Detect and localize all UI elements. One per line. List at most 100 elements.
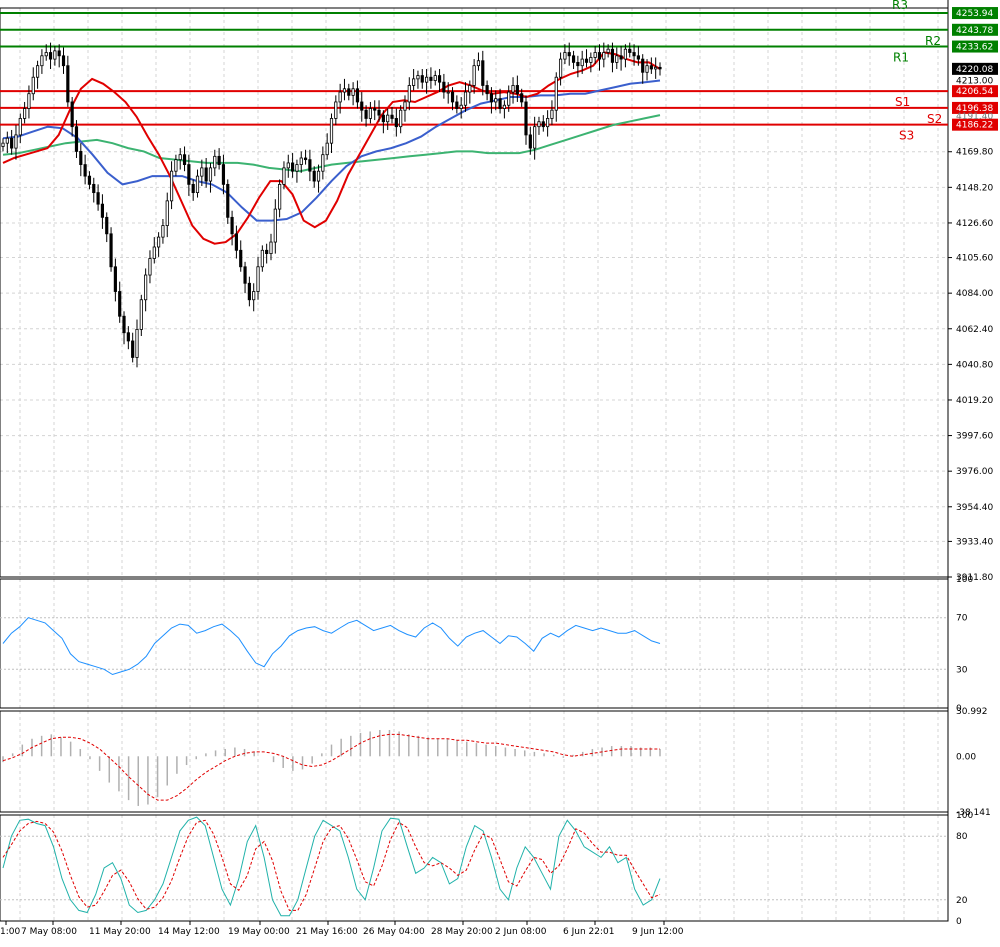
candle-body [274, 209, 276, 242]
candle-body [387, 115, 389, 122]
candle-body [240, 250, 242, 266]
candle-body [335, 102, 337, 118]
candle-body [469, 85, 471, 92]
candle-body [127, 333, 129, 341]
candle-body [611, 49, 613, 62]
candle-body [495, 99, 497, 102]
candle-body [607, 49, 609, 52]
price-tick-label: 4126.60 [956, 219, 993, 229]
candle-body [231, 217, 233, 233]
candle-body [201, 168, 203, 176]
candle-body [369, 109, 371, 119]
candle-body [581, 59, 583, 66]
candle-body [45, 53, 47, 56]
candle-body [421, 76, 423, 83]
candle-body [261, 250, 263, 266]
candle-body [101, 204, 103, 217]
candle-body [19, 118, 21, 134]
candle-body [572, 56, 574, 63]
candle-body [330, 118, 332, 143]
candle-body [110, 234, 112, 267]
macd-tick-label: 30.992 [956, 707, 988, 717]
candle-body [650, 66, 652, 69]
candle-body [594, 53, 596, 58]
candle-body [508, 92, 510, 105]
pivot-name-r3: R3 [892, 0, 908, 12]
candle-body [482, 61, 484, 86]
candle-body [36, 66, 38, 78]
candle-body [438, 76, 440, 83]
candle-body [637, 56, 639, 59]
candle-body [270, 242, 272, 254]
candle-body [166, 201, 168, 226]
candle-body [378, 110, 380, 115]
candle-body [646, 66, 648, 73]
candle-body [93, 184, 95, 192]
pivot-price-label-r3: 4253.94 [956, 9, 993, 19]
candle-body [551, 110, 553, 118]
price-tick-label: 4169.80 [956, 148, 993, 158]
candle-body [283, 168, 285, 184]
candle-body [477, 61, 479, 66]
candle-body [654, 67, 656, 69]
candle-body [304, 158, 306, 160]
price-tick-label: 3954.40 [956, 503, 993, 513]
candle-body [568, 53, 570, 56]
candle-body [512, 85, 514, 92]
pivot-price-label-s3: 4186.22 [956, 121, 993, 131]
candle-body [456, 102, 458, 109]
candle-body [209, 168, 211, 181]
candle-body [322, 155, 324, 171]
x-tick-label: 19 May 00:00 [228, 927, 290, 937]
x-tick-label: 2 Jun 08:00 [495, 927, 547, 937]
candle-body [629, 49, 631, 52]
axis-labels: 4169.804148.204126.604105.604084.004062.… [0, 63, 998, 937]
candle-body [585, 59, 587, 62]
candle-body [97, 193, 99, 205]
price-tick-label: 3976.00 [956, 467, 993, 477]
price-tick-label: 3933.40 [956, 537, 993, 547]
candle-body [590, 57, 592, 62]
candle-body [356, 89, 358, 102]
candle-body [28, 94, 30, 109]
candle-body [365, 110, 367, 118]
candle-body [287, 163, 289, 168]
candle-body [542, 122, 544, 127]
candle-body [2, 143, 4, 146]
candle-body [84, 165, 86, 177]
candle-body [106, 217, 108, 233]
stoch-d-line [3, 820, 660, 910]
rsi-line [3, 618, 660, 675]
candle-body [326, 143, 328, 155]
indicators [0, 618, 948, 916]
candle-body [23, 109, 25, 119]
candle-body [503, 105, 505, 108]
stoch-tick-label: 20 [956, 896, 968, 906]
candle-body [10, 138, 12, 148]
candle-body [616, 56, 618, 63]
pivot-price-label-s1: 4206.54 [956, 87, 993, 97]
candle-body [417, 76, 419, 79]
candle-body [430, 77, 432, 80]
current-price-label: 4220.08 [956, 65, 993, 75]
price-tick-label: 4148.20 [956, 183, 993, 193]
candle-body [598, 53, 600, 60]
pivot-name-s3: S3 [899, 129, 914, 143]
candle-body [525, 102, 527, 135]
candle-body [278, 184, 280, 209]
candle-body [183, 155, 185, 165]
x-tick-label: 14 May 12:00 [158, 927, 220, 937]
candle-body [473, 66, 475, 86]
x-tick-label: 9 Jun 12:00 [632, 927, 684, 937]
candle-body [399, 110, 401, 126]
price-tick-label: 4040.80 [956, 360, 993, 370]
candle-body [520, 94, 522, 102]
candle-body [374, 109, 376, 111]
candle-body [564, 53, 566, 60]
candle-body [317, 171, 319, 181]
candle-body [538, 122, 540, 127]
x-tick-label: 11 May 20:00 [89, 927, 151, 937]
candle-body [395, 118, 397, 126]
rsi-tick-label: 30 [956, 665, 968, 675]
candle-body [343, 89, 345, 92]
